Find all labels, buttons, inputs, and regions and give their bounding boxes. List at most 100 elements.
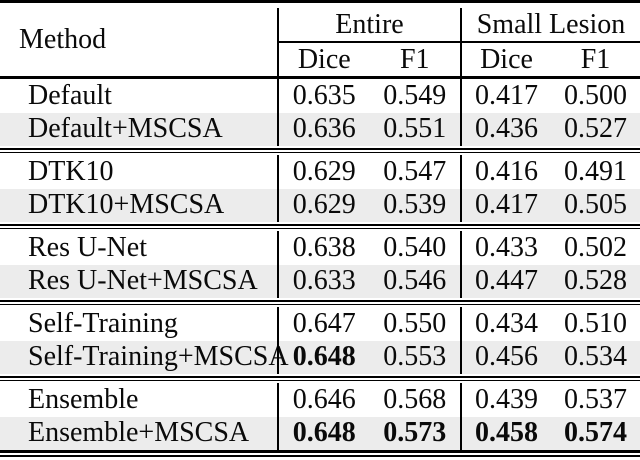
method-cell: Res U-Net [28,231,147,263]
value-group-entire: 0.629 0.547 [277,155,460,189]
subheader-small-lesion-dice: Dice [480,43,533,75]
value-cell: 0.505 [564,189,627,221]
value-cell: 0.646 [292,383,356,415]
method-cell: Default [28,79,112,111]
value-cell: 0.528 [564,265,627,297]
table-row: Self-Training 0.647 0.550 0.434 0.510 [0,307,640,341]
value-cell: 0.573 [383,417,447,449]
subheader-row-entire: Dice F1 [279,43,460,76]
separator-line [0,300,640,302]
group-label-small-lesion: Small Lesion [476,8,626,40]
table-header: Method Entire Dice F1 Small Lesion Dice … [0,3,640,76]
value-group-small-lesion: 0.416 0.491 [460,155,640,189]
value-cell: 0.433 [475,231,538,263]
value-cell: 0.633 [292,265,356,297]
value-group-entire: 0.638 0.540 [277,231,460,265]
bottom-rule-thick-line [0,450,640,453]
value-group-entire: 0.646 0.568 [277,383,460,417]
value-cell: 0.629 [292,155,356,187]
value-cell: 0.434 [475,307,538,339]
separator-line [0,148,640,150]
value-cell: 0.416 [475,155,538,187]
value-cell: 0.539 [383,189,447,221]
value-cell: 0.638 [292,231,356,263]
separator-line [0,151,640,153]
method-cell: Ensemble [28,383,139,415]
value-cell: 0.491 [564,155,627,187]
value-cell: 0.549 [383,79,447,111]
value-group-small-lesion: 0.439 0.537 [460,383,640,417]
value-cell: 0.647 [292,307,356,339]
table-row: Default+MSCSA 0.636 0.551 0.436 0.527 [0,112,640,146]
value-group-small-lesion: 0.433 0.502 [460,231,640,265]
table-row: Res U-Net+MSCSA 0.633 0.546 0.447 0.528 [0,264,640,298]
value-group-entire: 0.647 0.550 [277,307,460,341]
method-cell: Self-Training+MSCSA [28,341,289,373]
value-cell: 0.629 [292,189,356,221]
table-row: Ensemble 0.646 0.568 0.439 0.537 [0,383,640,417]
method-cell: DTK10 [28,155,114,187]
separator-line [0,227,640,229]
method-column-header: Method [19,23,107,55]
value-cell: 0.648 [292,417,356,449]
value-group-small-lesion: 0.417 0.505 [460,188,640,222]
table-row: Default 0.635 0.549 0.417 0.500 [0,79,640,113]
column-group-small-lesion: Small Lesion Dice F1 [460,8,640,76]
value-cell: 0.502 [564,231,627,263]
value-group-small-lesion: 0.447 0.528 [460,264,640,298]
value-cell: 0.635 [292,79,356,111]
value-cell: 0.547 [383,155,447,187]
value-cell: 0.527 [564,113,627,145]
method-cell: Default+MSCSA [28,113,223,145]
value-group-small-lesion: 0.417 0.500 [460,79,640,113]
header-rule [0,76,640,79]
group-label-entire: Entire [335,8,404,40]
value-cell: 0.546 [383,265,447,297]
method-cell: Self-Training [28,307,178,339]
section-separator [0,222,640,231]
value-group-entire: 0.633 0.546 [277,264,460,298]
method-cell: Res U-Net+MSCSA [28,265,258,297]
value-cell: 0.500 [564,79,627,111]
value-cell: 0.574 [564,417,627,449]
subheader-entire-f1: F1 [399,43,430,75]
value-cell: 0.636 [292,113,356,145]
separator-line [0,224,640,226]
bottom-rule [0,450,640,457]
value-cell: 0.540 [383,231,447,263]
value-group-entire: 0.648 0.573 [277,416,460,450]
value-group-small-lesion: 0.456 0.534 [460,340,640,374]
method-cell: DTK10+MSCSA [28,189,225,221]
table-body: Default 0.635 0.549 0.417 0.500 Default+MSCSA… [0,79,640,450]
group-underline-small-lesion [462,41,640,43]
bottom-rule-thin-line [0,455,640,457]
top-rule [0,0,640,3]
table-row: DTK10+MSCSA 0.629 0.539 0.417 0.505 [0,188,640,222]
table-row: DTK10 0.629 0.547 0.416 0.491 [0,155,640,189]
separator-line [0,303,640,305]
subheader-row-small-lesion: Dice F1 [462,43,640,76]
value-cell: 0.417 [475,79,538,111]
value-cell: 0.550 [383,307,447,339]
table-row: Self-Training+MSCSA 0.648 0.553 0.456 0.534 [0,340,640,374]
value-group-small-lesion: 0.436 0.527 [460,112,640,146]
subheader-entire-dice: Dice [297,43,351,75]
section-separator [0,298,640,307]
subheader-small-lesion-f1: F1 [580,43,611,75]
section-separator [0,374,640,383]
value-cell: 0.447 [475,265,538,297]
value-cell: 0.510 [564,307,627,339]
value-group-small-lesion: 0.434 0.510 [460,307,640,341]
value-group-entire: 0.636 0.551 [277,112,460,146]
separator-line [0,376,640,378]
table-row: Ensemble+MSCSA 0.648 0.573 0.458 0.574 [0,416,640,450]
value-cell: 0.417 [475,189,538,221]
value-group-entire: 0.629 0.539 [277,188,460,222]
table-row: Res U-Net 0.638 0.540 0.433 0.502 [0,231,640,265]
method-cell: Ensemble+MSCSA [28,417,250,449]
value-cell: 0.568 [383,383,447,415]
value-cell: 0.648 [292,341,356,373]
bottom-rule-gap [0,453,640,455]
separator-line [0,379,640,381]
